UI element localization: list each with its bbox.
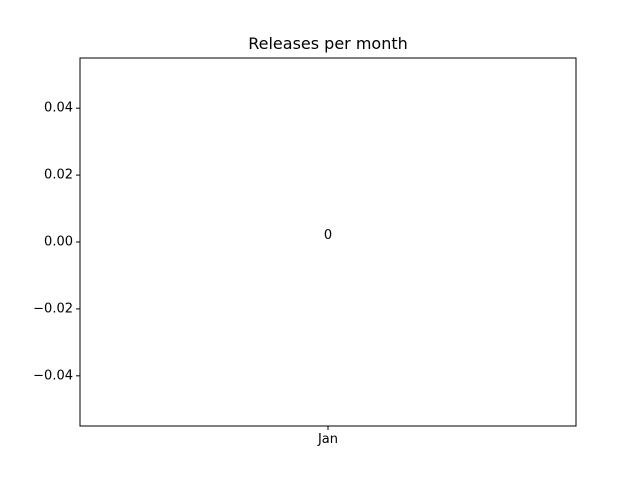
chart-title: Releases per month bbox=[248, 34, 408, 53]
bar-data-label: 0 bbox=[324, 228, 332, 243]
data-labels: 0 bbox=[324, 228, 332, 243]
x-tick-label: Jan bbox=[317, 432, 338, 447]
x-axis: Jan bbox=[317, 426, 338, 447]
y-tick-label: 0.04 bbox=[44, 101, 73, 116]
y-tick-label: −0.02 bbox=[33, 301, 73, 316]
y-tick-label: 0.02 bbox=[44, 168, 73, 183]
y-axis: −0.04 −0.02 0.00 0.02 0.04 bbox=[33, 101, 80, 383]
y-tick-label: −0.04 bbox=[33, 368, 73, 383]
plot-area-frame bbox=[79, 57, 577, 427]
y-tick-label: 0.00 bbox=[44, 235, 73, 250]
